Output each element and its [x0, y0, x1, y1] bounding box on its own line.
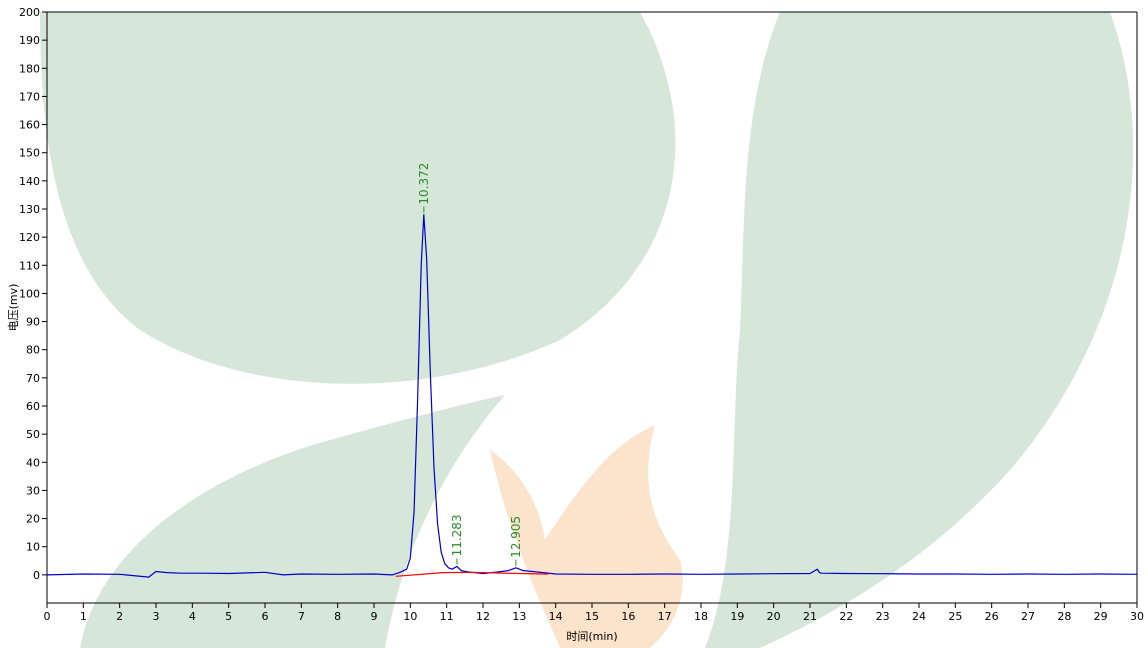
x-tick-label: 28: [1057, 610, 1071, 623]
peak-label: 12.905: [509, 516, 523, 558]
x-tick-label: 30: [1130, 610, 1144, 623]
x-tick-label: 20: [767, 610, 781, 623]
y-tick-label: 110: [19, 259, 40, 272]
x-tick-label: 24: [912, 610, 926, 623]
x-tick-label: 6: [262, 610, 269, 623]
x-tick-label: 19: [730, 610, 744, 623]
x-tick-label: 15: [585, 610, 599, 623]
y-tick-label: 160: [19, 119, 40, 132]
y-tick-label: 200: [19, 6, 40, 19]
y-tick-label: 30: [26, 484, 40, 497]
watermark-leaf-top-left: [40, 12, 676, 384]
x-axis-label: 时间(min): [566, 630, 617, 643]
x-tick-label: 10: [403, 610, 417, 623]
y-tick-label: 150: [19, 147, 40, 160]
series-signal: [46, 214, 1138, 578]
series-baseline: [395, 571, 549, 577]
y-tick-label: 80: [26, 344, 40, 357]
y-tick-label: 60: [26, 400, 40, 413]
x-tick-label: 8: [334, 610, 341, 623]
watermark-logo: [40, 12, 1134, 648]
axes: 0102030405060708090100110120130140150160…: [19, 6, 1144, 623]
x-tick-label: 1: [80, 610, 87, 623]
y-tick-label: 100: [19, 287, 40, 300]
y-tick-label: 120: [19, 231, 40, 244]
x-tick-label: 9: [371, 610, 378, 623]
y-tick-label: 170: [19, 90, 40, 103]
x-tick-label: 21: [803, 610, 817, 623]
y-tick-label: 40: [26, 456, 40, 469]
plot-area: 10.372 11.283 12.905: [46, 163, 1138, 578]
y-tick-label: 10: [26, 541, 40, 554]
y-tick-label: 130: [19, 203, 40, 216]
y-tick-label: 140: [19, 175, 40, 188]
y-tick-label: 50: [26, 428, 40, 441]
y-tick-label: 190: [19, 34, 40, 47]
x-tick-label: 0: [44, 610, 51, 623]
watermark-leaf-center: [490, 425, 683, 648]
peak-label: 10.372: [417, 163, 431, 205]
x-tick-label: 25: [948, 610, 962, 623]
x-tick-label: 27: [1021, 610, 1035, 623]
x-tick-label: 11: [440, 610, 454, 623]
x-tick-label: 26: [985, 610, 999, 623]
x-tick-label: 14: [549, 610, 563, 623]
watermark-leaf-bottom-left: [80, 395, 505, 648]
x-tick-label: 12: [476, 610, 490, 623]
y-tick-label: 90: [26, 316, 40, 329]
x-tick-label: 18: [694, 610, 708, 623]
x-tick-label: 22: [839, 610, 853, 623]
x-tick-label: 23: [876, 610, 890, 623]
x-tick-label: 13: [512, 610, 526, 623]
x-tick-label: 2: [116, 610, 123, 623]
x-tick-label: 4: [189, 610, 196, 623]
x-tick-label: 29: [1094, 610, 1108, 623]
y-tick-label: 70: [26, 372, 40, 385]
x-tick-label: 17: [658, 610, 672, 623]
watermark-leaf-right: [705, 12, 1134, 648]
x-tick-label: 16: [621, 610, 635, 623]
x-tick-label: 7: [298, 610, 305, 623]
x-tick-label: 5: [225, 610, 232, 623]
y-tick-label: 20: [26, 513, 40, 526]
x-tick-label: 3: [153, 610, 160, 623]
y-axis-label: 电压(mv): [7, 284, 20, 332]
peak-label: 11.283: [450, 514, 464, 556]
y-tick-label: 180: [19, 62, 40, 75]
y-tick-label: 0: [33, 569, 40, 582]
